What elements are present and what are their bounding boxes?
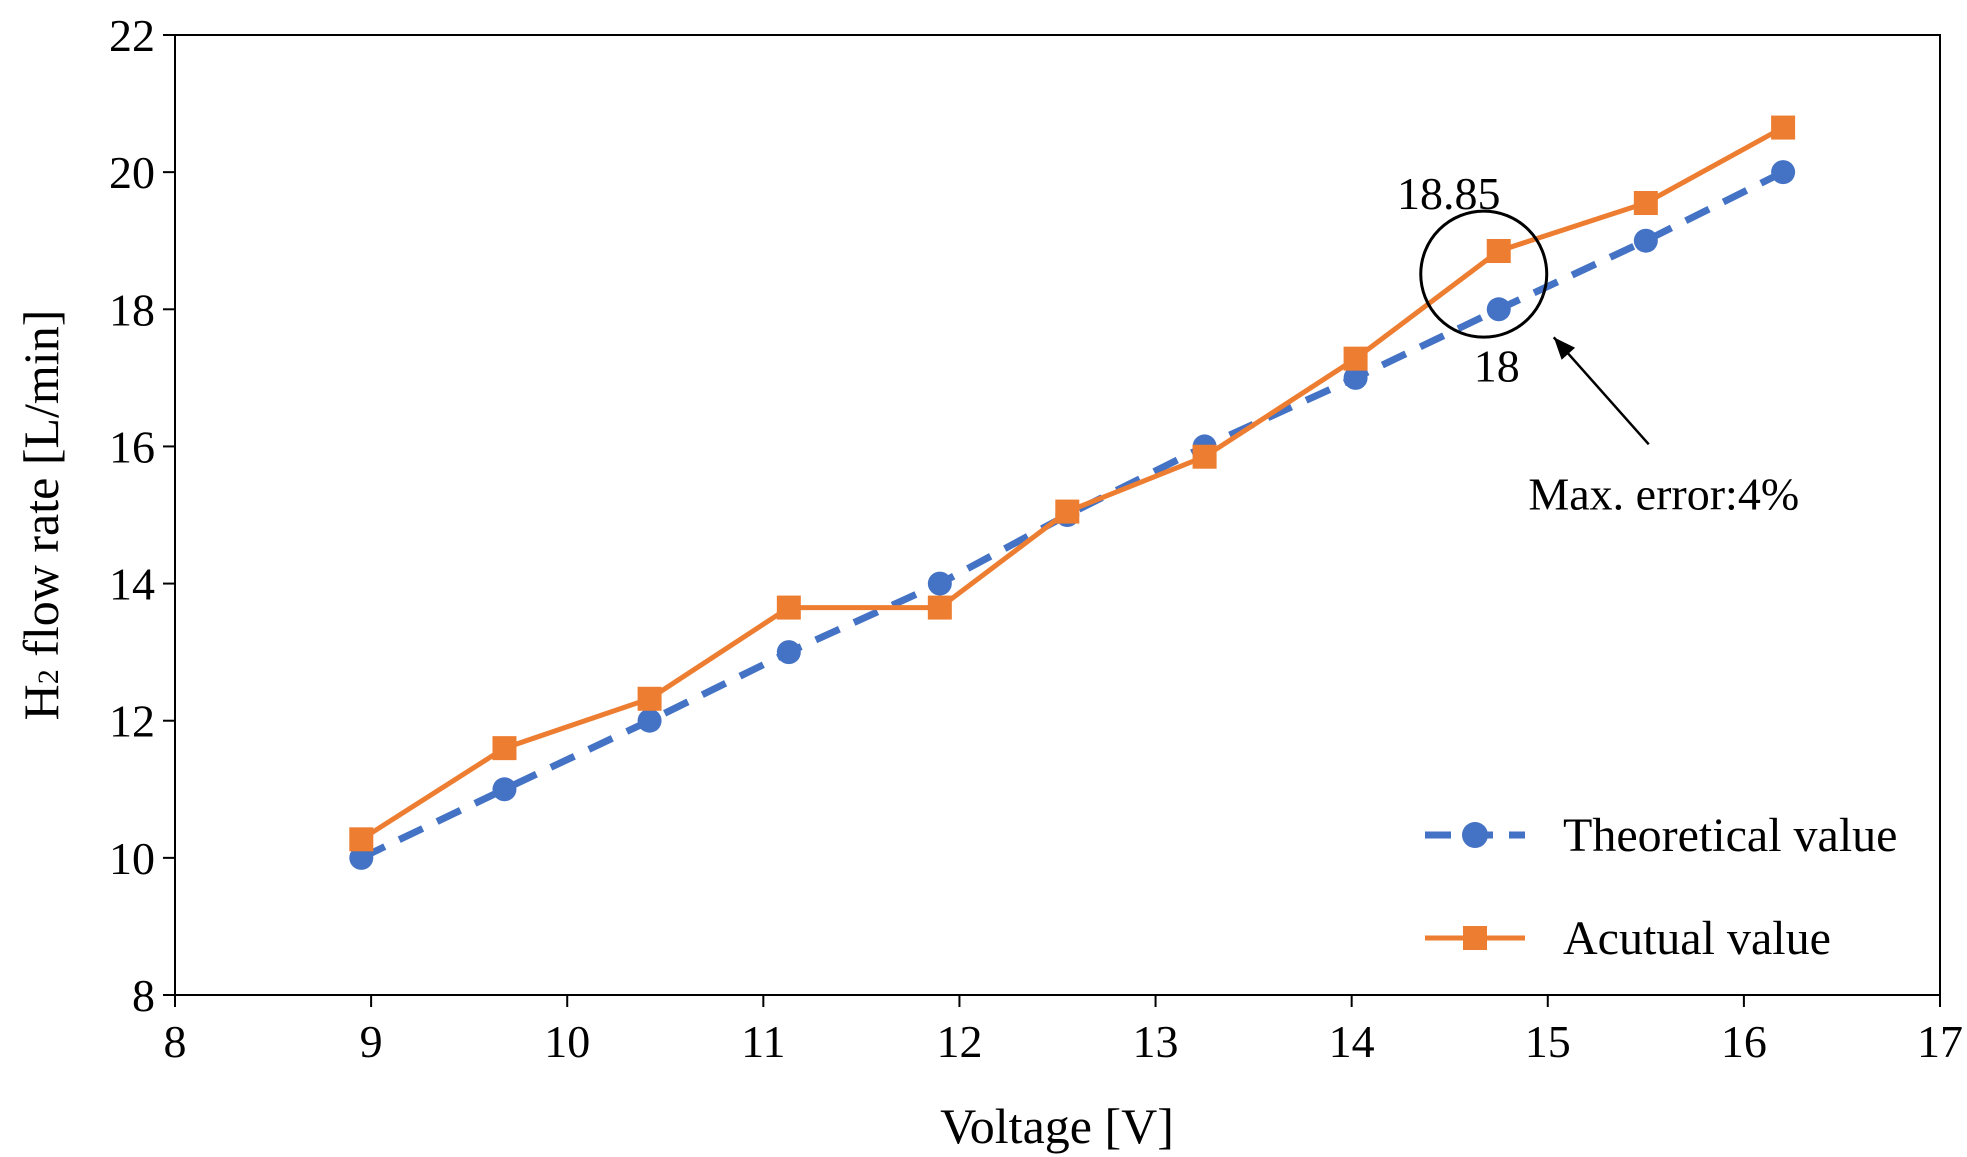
x-tick-label: 11 <box>741 1016 785 1067</box>
theoretical-point <box>776 640 801 665</box>
y-tick-label: 18 <box>109 284 155 335</box>
actual-point <box>1486 239 1511 263</box>
y-axis-title-main: H <box>13 684 69 720</box>
actual-max-label: 18.85 <box>1397 168 1501 219</box>
y-tick-label: 14 <box>109 559 155 610</box>
theoretical-point <box>637 708 662 733</box>
theoretical-point <box>492 777 517 802</box>
actual-point <box>1633 191 1658 215</box>
legend-label-actual: Acutual value <box>1563 912 1831 965</box>
error-arrow <box>1552 336 1650 446</box>
y-tick-label: 8 <box>132 970 155 1021</box>
series-layer <box>349 115 1796 870</box>
legend-marker-actual <box>1463 926 1487 950</box>
theoretical-point <box>349 845 374 870</box>
theoretical-max-label: 18 <box>1474 340 1520 391</box>
y-tick-label: 20 <box>109 147 155 198</box>
x-tick-label: 15 <box>1525 1016 1571 1067</box>
actual-point <box>776 595 801 620</box>
x-tick-label: 8 <box>164 1016 187 1067</box>
actual-point <box>349 827 374 852</box>
plot-area <box>174 34 1941 996</box>
actual-point <box>1055 499 1080 524</box>
theoretical-series-line <box>359 169 1785 862</box>
x-axis-title: Voltage [V] <box>940 1098 1174 1154</box>
y-tick-label: 16 <box>109 421 155 472</box>
x-tick-label: 17 <box>1917 1016 1963 1067</box>
legend-label-theoretical: Theoretical value <box>1563 809 1897 862</box>
actual-point <box>492 736 517 761</box>
y-axis-title: H2 flow rate [L/min] <box>13 310 69 721</box>
x-tick-label: 16 <box>1721 1016 1767 1067</box>
actual-point <box>1771 115 1796 140</box>
y-tick-label: 12 <box>109 696 155 747</box>
theoretical-point <box>1343 365 1368 390</box>
x-tick-label: 9 <box>360 1016 383 1067</box>
x-tick-label: 10 <box>544 1016 590 1067</box>
actual-point <box>1192 444 1217 469</box>
y-axis-title-rest: flow rate [L/min] <box>13 310 69 670</box>
error-arrowhead <box>1553 337 1576 360</box>
theoretical-point <box>1486 297 1511 322</box>
actual-point <box>927 595 952 620</box>
actual-point <box>637 686 662 711</box>
x-tick-label: 13 <box>1133 1016 1179 1067</box>
x-tick-label: 14 <box>1329 1016 1375 1067</box>
y-tick-label: 22 <box>109 10 155 61</box>
theoretical-point <box>1771 160 1796 185</box>
highlight-circle <box>1419 209 1549 339</box>
max-error-label: Max. error:4% <box>1528 468 1799 519</box>
legend-marker-theoretical <box>1462 822 1488 848</box>
theoretical-point <box>927 571 952 596</box>
legend: Theoretical value Acutual value <box>1425 809 1897 965</box>
theoretical-point <box>1633 228 1658 253</box>
x-tick-label: 12 <box>936 1016 982 1067</box>
y-axis-ticks: 8 10 12 14 16 18 20 22 <box>109 10 175 1021</box>
y-axis-title-sub: 2 <box>32 669 65 684</box>
actual-point <box>1343 346 1368 371</box>
x-axis-ticks: 8 9 10 11 12 13 14 15 16 17 <box>164 995 1963 1067</box>
y-tick-label: 10 <box>109 833 155 884</box>
